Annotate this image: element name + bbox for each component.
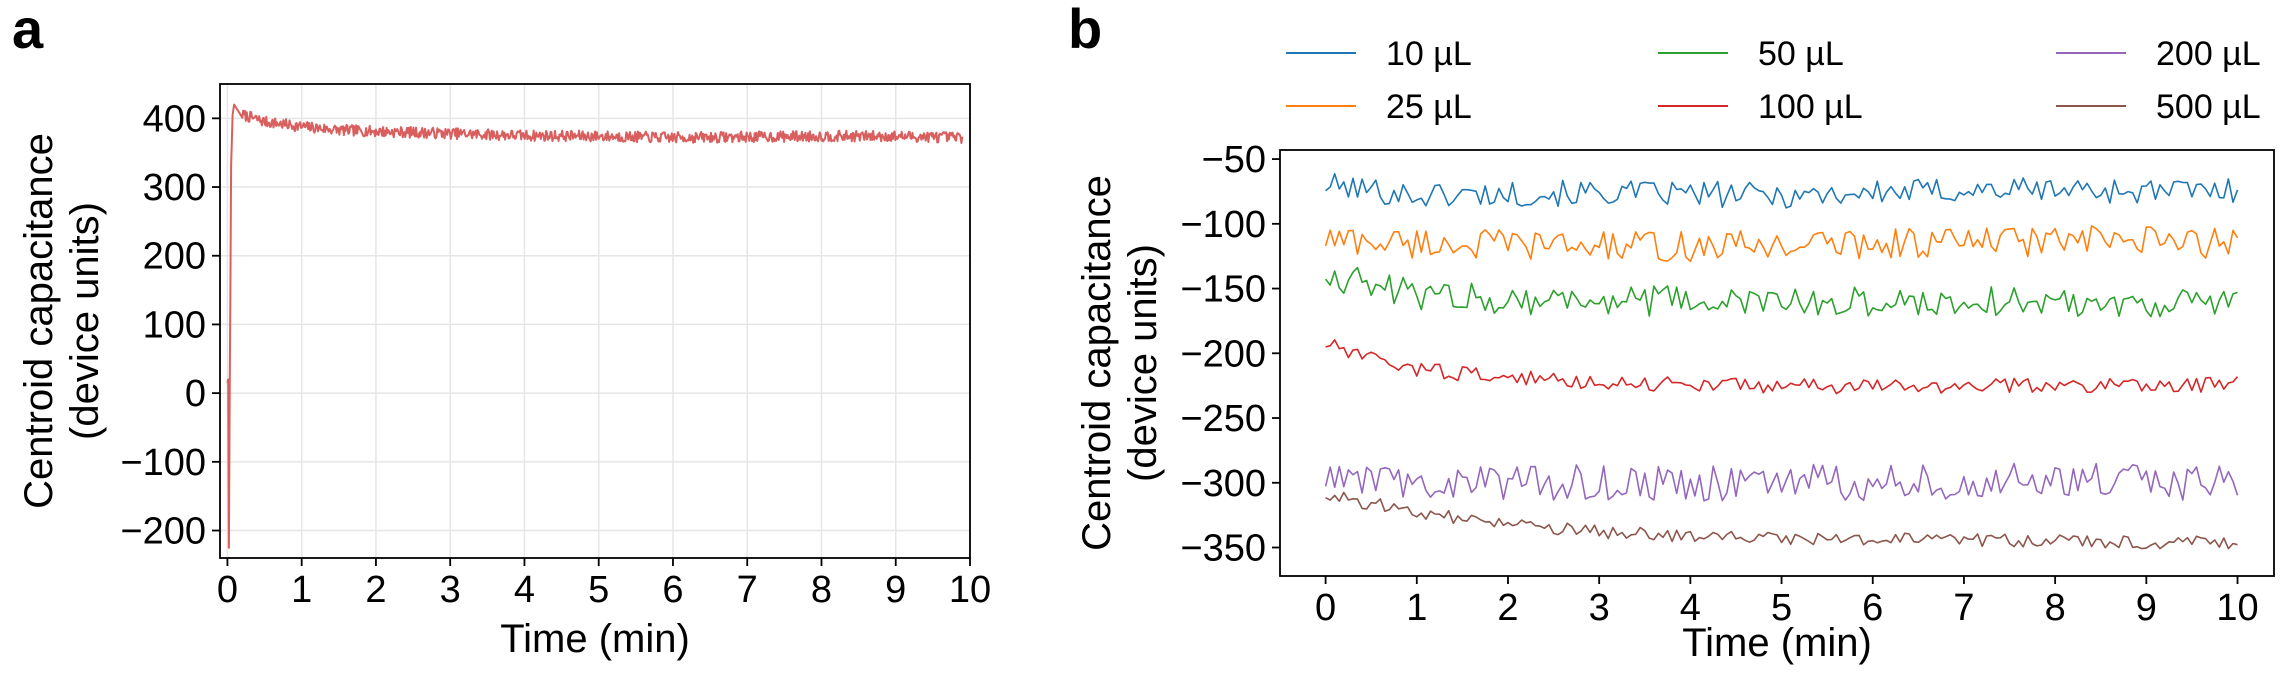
- chart-a-series-line: [226, 103, 964, 549]
- chart-a-xtick-label: 0: [217, 569, 238, 611]
- chart-b-ticks: 0 1 2 3 4 5 6 7 8 9 10 −350 −300 −250 −200 −150 −100 −50: [1180, 139, 2258, 629]
- chart-b-ylabel-line1: Centroid capacitance: [1075, 175, 1119, 551]
- chart-panel-a: 0 1 2 3 4 5 6 7 8 9 10 −200 −100 0 100 200 300 400 Time (…: [17, 83, 991, 661]
- chart-a-xtick-label: 6: [662, 569, 683, 611]
- chart-a-xlabel: Time (min): [500, 617, 690, 661]
- panel-b-label: b: [1068, 0, 1102, 60]
- chart-b-xtick-label: 4: [1680, 587, 1701, 629]
- chart-b-xtick-label: 5: [1771, 587, 1792, 629]
- chart-b-ytick-label: −100: [1180, 204, 1266, 246]
- chart-a-ytick-label: 100: [143, 304, 206, 346]
- chart-b-series-line: [1324, 462, 2239, 502]
- chart-a-ticks: 0 1 2 3 4 5 6 7 8 9 10 −200 −100 0 100 200 300 400: [120, 98, 991, 611]
- legend-label: 100 µL: [1758, 88, 1863, 126]
- chart-b-series-line: [1325, 491, 2238, 550]
- chart-b-xtick-label: 8: [2045, 587, 2066, 629]
- chart-b-xtick-label: 6: [1862, 587, 1883, 629]
- chart-a-ytick-label: 400: [143, 98, 206, 140]
- chart-b-ytick-label: −200: [1180, 333, 1266, 375]
- panel-a-label: a: [12, 0, 44, 60]
- legend-label: 500 µL: [2156, 88, 2261, 126]
- chart-b-xtick-label: 10: [2216, 587, 2258, 629]
- chart-a-ytick-label: −100: [120, 442, 206, 484]
- chart-a-ylabel-line1: Centroid capacitance: [17, 133, 61, 509]
- chart-a-grid: [220, 84, 971, 558]
- chart-a-frame: [219, 83, 971, 559]
- chart-b-xtick-label: 0: [1315, 587, 1336, 629]
- chart-b-xtick-label: 7: [1953, 587, 1974, 629]
- chart-b-series: [1324, 172, 2239, 550]
- chart-a-xtick-label: 10: [949, 569, 991, 611]
- chart-panel-b: 0 1 2 3 4 5 6 7 8 9 10−350−300−250−200−150−100−50 …: [1075, 35, 2275, 665]
- chart-a-xtick-label: 9: [885, 569, 906, 611]
- chart-a-xtick-label: 3: [440, 569, 461, 611]
- chart-b-series-line: [1324, 266, 2238, 318]
- chart-b-series-line: [1325, 172, 2239, 209]
- chart-b-xtick-label: 9: [2136, 587, 2157, 629]
- chart-b-xlabel: Time (min): [1682, 621, 1872, 665]
- chart-b-ytick-label: −250: [1180, 398, 1266, 440]
- chart-a-ytick-label: 300: [143, 167, 206, 209]
- chart-b-xtick-label: 1: [1406, 587, 1427, 629]
- chart-b-ytick-label: −150: [1180, 269, 1266, 311]
- chart-b-series-line: [1325, 339, 2239, 395]
- chart-b-ylabel-line2: (device units): [1121, 244, 1165, 482]
- legend-label: 10 µL: [1386, 35, 1472, 73]
- chart-a-series: [226, 103, 964, 549]
- chart-a-ytick-label: 200: [143, 236, 206, 278]
- chart-b-legend: 10 µL 25 µL 50 µL 100 µL 200 µL 500 µL: [1286, 35, 2261, 126]
- chart-a-xtick-label: 1: [291, 569, 312, 611]
- chart-b-xtick-label: 2: [1497, 587, 1518, 629]
- chart-b-ytick-label: −50: [1202, 139, 1266, 181]
- chart-a-ytick-label: 0: [185, 373, 206, 415]
- chart-a-xtick-label: 2: [365, 569, 386, 611]
- chart-a-xtick-label: 8: [811, 569, 832, 611]
- chart-a-ylabel-line2: (device units): [63, 202, 107, 440]
- chart-a-xtick-label: 7: [737, 569, 758, 611]
- legend-label: 25 µL: [1386, 88, 1472, 126]
- chart-b-ytick-label: −350: [1180, 528, 1266, 570]
- chart-a-ytick-label: −200: [120, 511, 206, 553]
- chart-b-xtick-label: 3: [1589, 587, 1610, 629]
- chart-b-series-line: [1324, 225, 2239, 263]
- chart-b-frame: [1279, 149, 2275, 577]
- chart-a-xtick-label: 5: [588, 569, 609, 611]
- chart-a-xtick-label: 4: [514, 569, 535, 611]
- chart-b-ytick-label: −300: [1180, 463, 1266, 505]
- legend-label: 200 µL: [2156, 35, 2261, 73]
- legend-label: 50 µL: [1758, 35, 1844, 73]
